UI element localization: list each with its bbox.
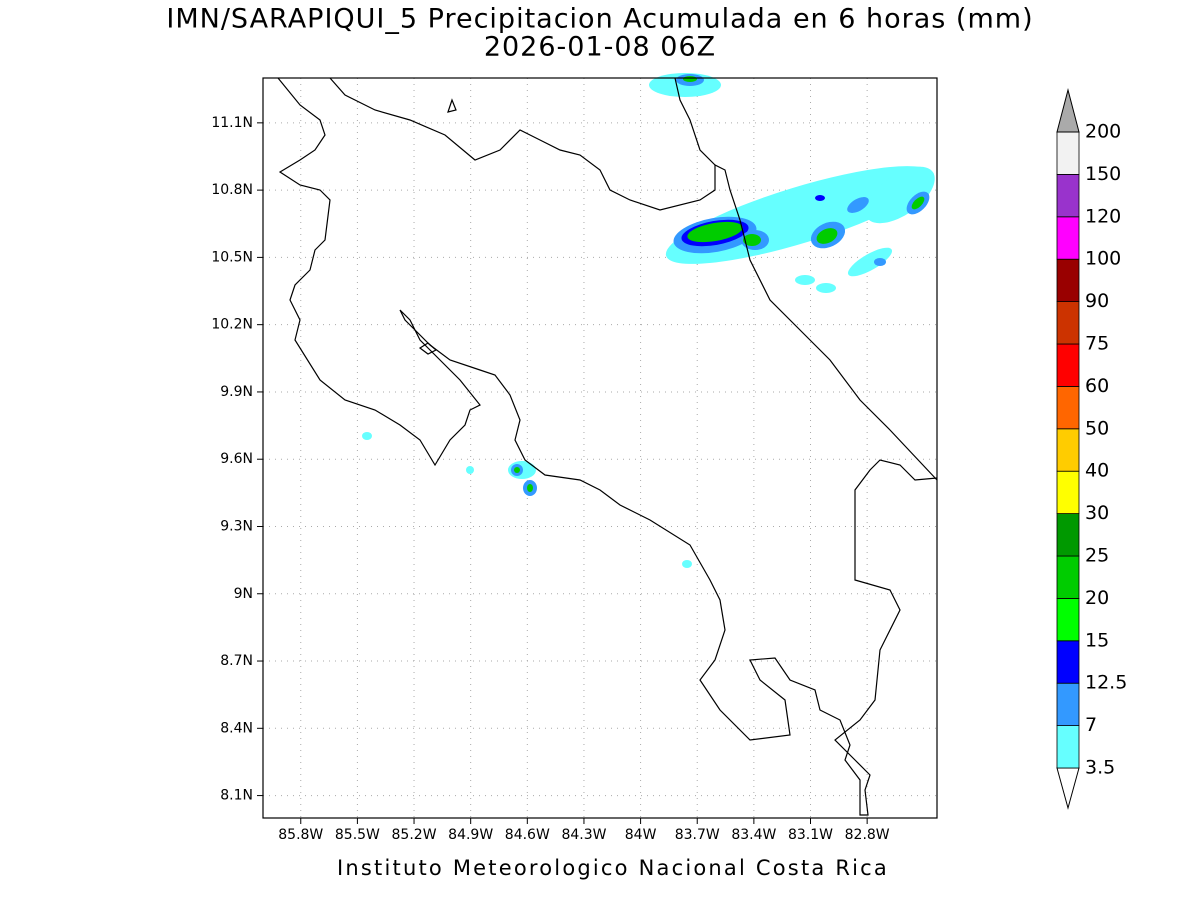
subtitle: 2026-01-08 06Z [484,32,716,63]
precipitation [362,73,935,568]
y-tick-label: 10.8N [211,182,253,198]
y-tick-label: 9.9N [220,384,253,400]
rain-area [687,221,743,243]
colorbar-box [1056,470,1080,515]
map-frame [262,77,938,819]
colorbar-label: 75 [1085,333,1109,355]
rain-area [743,234,761,246]
x-tick-label: 84.9W [448,827,493,843]
x-tick-label: 83.7W [675,827,720,843]
rain-area [865,166,935,224]
colorbar-label: 40 [1085,460,1109,482]
x-tick-label: 84W [625,827,657,843]
colorbar-box [1056,385,1080,430]
colorbar-box [1056,131,1080,175]
colorbar-box [1056,640,1080,684]
rain-area [816,283,836,293]
y-tick-label: 9.3N [220,518,253,534]
colorbar-box [1056,555,1080,599]
coastline [277,77,938,816]
rain-area [682,560,692,568]
y-tick-label: 8.4N [220,720,253,736]
rain-area [527,484,533,492]
colorbar-label: 50 [1085,417,1109,439]
colorbar-box [1056,343,1080,387]
colorbar-label: 25 [1085,545,1109,567]
x-tick-label: 85.5W [335,827,380,843]
x-tick-label: 82.8W [845,827,890,843]
colorbar-label: 60 [1085,375,1109,397]
rain-area [816,228,838,244]
colorbar-label: 200 [1085,121,1121,143]
y-tick-label: 8.1N [220,788,253,804]
colorbar-extend-high [1056,88,1080,133]
colorbar-box [1056,682,1080,727]
colorbar-extend-low [1056,767,1080,810]
rain-area [815,195,825,201]
y-tick-label: 10.5N [211,249,253,265]
colorbar-label: 30 [1085,502,1109,524]
border [674,77,716,166]
x-tick-label: 84.3W [561,827,606,843]
grid [263,78,937,818]
colorbar-label: 7 [1085,714,1097,736]
colorbar-label: 15 [1085,629,1109,651]
colorbar-box [1056,428,1080,472]
colorbar-box [1056,725,1080,769]
coastline [329,77,938,481]
island [418,342,438,355]
rain-area [911,196,925,210]
colorbar-label: 120 [1085,205,1121,227]
x-tick-label: 85.8W [278,827,323,843]
rain-area [874,258,886,266]
colorbar-label: 90 [1085,290,1109,312]
colorbar-box [1056,173,1080,218]
title: IMN/SARAPIQUI_5 Precipitacion Acumulada … [166,4,1033,35]
colorbar-box [1056,258,1080,303]
y-tick-label: 8.7N [220,653,253,669]
rain-area [847,247,893,277]
rain-area [795,275,815,285]
y-tick-label: 9.6N [220,451,253,467]
rain-area [466,466,474,474]
colorbar-label: 3.5 [1085,757,1115,779]
rain-area [362,432,372,440]
colorbar-label: 150 [1085,163,1121,185]
colorbar-box [1056,513,1080,557]
rain-area [514,467,520,473]
coastlines [277,77,938,816]
colorbar-label: 20 [1085,587,1109,609]
rain-area [683,76,697,82]
lake [447,98,457,113]
y-tick-label: 9N [234,586,253,602]
colorbar: 3.5 7 12.5 15 20 25 30 40 50 60 75 90 100 120 150 200 [1056,88,1127,810]
rain-area [847,197,869,213]
footer: Instituto Meteorologico Nacional Costa R… [337,856,889,880]
colorbar-box [1056,216,1080,260]
x-tick-label: 84.6W [505,827,550,843]
colorbar-box [1056,301,1080,345]
x-tick-label: 85.2W [392,827,437,843]
x-tick-label: 83.4W [731,827,776,843]
x-tick-label: 83.1W [788,827,833,843]
colorbar-label: 12.5 [1085,672,1127,694]
y-tick-label: 11.1N [211,115,253,131]
colorbar-box [1056,598,1080,642]
y-tick-label: 10.2N [211,317,253,333]
colorbar-label: 100 [1085,248,1121,270]
